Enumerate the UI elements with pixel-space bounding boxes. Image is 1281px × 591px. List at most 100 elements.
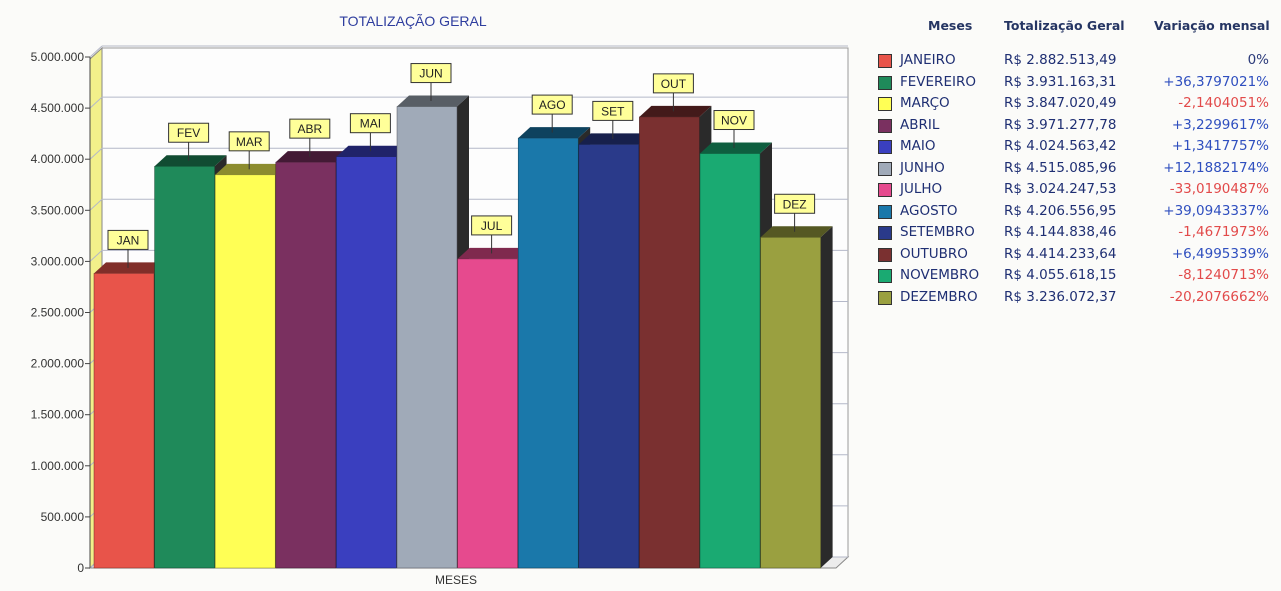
gridline-side — [89, 45, 103, 58]
callout-label: AGO — [539, 98, 566, 112]
legend-swatch — [878, 204, 892, 219]
legend-month: MARÇO — [900, 95, 950, 111]
callout-box — [592, 100, 634, 121]
bar-top — [457, 247, 530, 259]
legend-month: DEZEMBRO — [900, 288, 978, 305]
header-months: Meses — [928, 18, 973, 33]
gridline-side — [89, 198, 103, 211]
legend-variation: +6,4995339% — [1171, 245, 1269, 262]
bar-front — [457, 258, 518, 569]
callout-box — [228, 131, 270, 152]
bar-front — [336, 156, 397, 569]
callout-label: JUN — [419, 67, 442, 81]
y-axis: 0 500.000 1.000.000 1.500.000 2.000.000 2.500… — [31, 50, 91, 575]
callout-box — [349, 113, 391, 134]
legend-total: R$ 4.515.085,96 — [1004, 159, 1117, 176]
legend-swatch — [878, 269, 892, 283]
bar-top — [578, 133, 651, 145]
callout-box — [471, 215, 513, 236]
bar-front — [396, 106, 458, 569]
bar-top — [760, 226, 833, 238]
bar-front — [93, 273, 155, 569]
legend-month: FEVEREIRO — [900, 73, 976, 90]
y-tick-label: 3.000.000 — [31, 254, 85, 268]
callout-box — [289, 118, 331, 139]
legend-total: R$ 3.931.163,31 — [1004, 73, 1117, 90]
bar-top — [518, 127, 591, 139]
legend-variation: +1,3417757% — [1171, 138, 1269, 154]
bar-front — [639, 116, 700, 569]
legend-variation: -20,2076662% — [1169, 288, 1269, 305]
legend-variation: 0% — [1247, 52, 1269, 68]
legend-swatch — [878, 290, 892, 305]
callout-label: NOV — [721, 114, 747, 128]
bar-top — [154, 155, 227, 167]
legend-total: R$ 2.882.513,49 — [1004, 52, 1117, 68]
legend-swatch — [878, 97, 892, 111]
y-tick-label: 3.500.000 — [31, 203, 85, 217]
header-variation: Variação mensal — [1154, 18, 1270, 33]
y-tick-label: 5.000.000 — [31, 50, 85, 64]
callout-label: MAI — [360, 117, 381, 131]
bar-front — [154, 165, 215, 569]
legend-total: R$ 4.414.233,64 — [1004, 245, 1117, 262]
legend-month: OUTUBRO — [900, 245, 968, 262]
legend-total: R$ 4.024.563,42 — [1004, 138, 1117, 154]
legend-swatch — [878, 161, 892, 176]
callout-label: JAN — [117, 233, 140, 247]
callout-label: DEZ — [783, 197, 807, 211]
callout-box — [107, 229, 149, 250]
bar-top — [94, 262, 166, 274]
legend-month: AGOSTO — [900, 202, 958, 219]
legend-month: SETEMBRO — [900, 224, 975, 240]
callout-label: ABR — [297, 122, 322, 136]
callout-label: JUL — [481, 219, 503, 233]
callout-box — [713, 110, 755, 131]
gridline-side — [89, 96, 103, 109]
legend-variation: -2,1404051% — [1178, 95, 1269, 111]
bar-callouts: JAN FEV MAR ABR MAI JUN JUL AGO SET OUT NOV DEZ — [107, 63, 816, 268]
legend-swatch — [878, 140, 892, 154]
callout-label: FEV — [177, 126, 200, 140]
legend-month: NOVEMBRO — [900, 267, 980, 283]
legend-total: R$ 3.971.277,78 — [1004, 116, 1117, 133]
legend-month: MAIO — [900, 138, 936, 154]
bar-top — [639, 105, 712, 117]
y-tick-label: 4.500.000 — [31, 101, 85, 115]
legend-variation: -8,1240713% — [1178, 267, 1269, 283]
bar-front — [275, 161, 337, 569]
legend-month: ABRIL — [900, 116, 940, 133]
y-tick-label: 500.000 — [41, 510, 85, 524]
legend-swatch — [878, 118, 892, 133]
y-tick-label: 4.000.000 — [31, 152, 85, 166]
legend-month: JANEIRO — [900, 52, 956, 68]
bar-top — [215, 163, 288, 175]
y-tick-label: 2.000.000 — [31, 357, 85, 371]
callout-box — [531, 94, 573, 115]
legend-variation: +36,3797021% — [1163, 73, 1269, 90]
legend-swatch — [878, 54, 892, 68]
callout-box — [774, 193, 816, 214]
callout-label: MAR — [236, 135, 263, 149]
legend-variation: +12,1882174% — [1163, 159, 1269, 176]
bar-front — [578, 144, 640, 569]
y-tick-label: 0 — [77, 561, 84, 575]
gridline-side — [89, 250, 103, 262]
bar-series — [93, 95, 833, 569]
x-axis-label: MESES — [435, 573, 477, 587]
legend-total: R$ 4.055.618,15 — [1004, 267, 1117, 283]
bar-dez — [760, 226, 833, 569]
callout-label: SET — [601, 104, 625, 118]
legend-swatch — [878, 226, 892, 240]
bar-top — [275, 151, 348, 163]
legend-variation: -1,4671973% — [1178, 224, 1269, 240]
legend-variation: +39,0943337% — [1163, 202, 1269, 219]
legend-month: JULHO — [900, 181, 943, 197]
legend-total: R$ 4.206.556,95 — [1004, 202, 1117, 219]
legend-month: JUNHO — [900, 159, 945, 176]
bar-top — [336, 145, 409, 157]
bar-side — [820, 226, 833, 568]
bar-front — [214, 174, 276, 569]
callout-label: OUT — [661, 77, 687, 91]
callout-box — [652, 73, 694, 94]
